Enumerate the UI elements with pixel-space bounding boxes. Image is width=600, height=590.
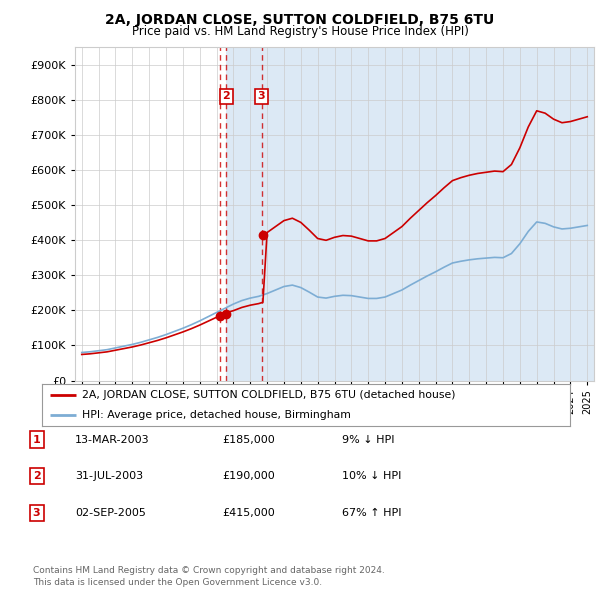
- Text: Contains HM Land Registry data © Crown copyright and database right 2024.
This d: Contains HM Land Registry data © Crown c…: [33, 566, 385, 587]
- Text: HPI: Average price, detached house, Birmingham: HPI: Average price, detached house, Birm…: [82, 409, 350, 419]
- Text: £185,000: £185,000: [222, 435, 275, 444]
- Text: 1: 1: [33, 435, 40, 444]
- Text: Price paid vs. HM Land Registry's House Price Index (HPI): Price paid vs. HM Land Registry's House …: [131, 25, 469, 38]
- Text: 2A, JORDAN CLOSE, SUTTON COLDFIELD, B75 6TU (detached house): 2A, JORDAN CLOSE, SUTTON COLDFIELD, B75 …: [82, 390, 455, 400]
- Text: 9% ↓ HPI: 9% ↓ HPI: [342, 435, 395, 444]
- Text: £415,000: £415,000: [222, 508, 275, 517]
- Text: 3: 3: [33, 508, 40, 517]
- Text: £190,000: £190,000: [222, 471, 275, 481]
- Text: 02-SEP-2005: 02-SEP-2005: [75, 508, 146, 517]
- Text: 31-JUL-2003: 31-JUL-2003: [75, 471, 143, 481]
- Text: 13-MAR-2003: 13-MAR-2003: [75, 435, 149, 444]
- Text: 10% ↓ HPI: 10% ↓ HPI: [342, 471, 401, 481]
- Text: 2: 2: [33, 471, 40, 481]
- Text: 67% ↑ HPI: 67% ↑ HPI: [342, 508, 401, 517]
- Text: 3: 3: [258, 91, 265, 101]
- Bar: [226, 47, 596, 381]
- Text: 2: 2: [223, 91, 230, 101]
- Text: 2A, JORDAN CLOSE, SUTTON COLDFIELD, B75 6TU: 2A, JORDAN CLOSE, SUTTON COLDFIELD, B75 …: [106, 13, 494, 27]
